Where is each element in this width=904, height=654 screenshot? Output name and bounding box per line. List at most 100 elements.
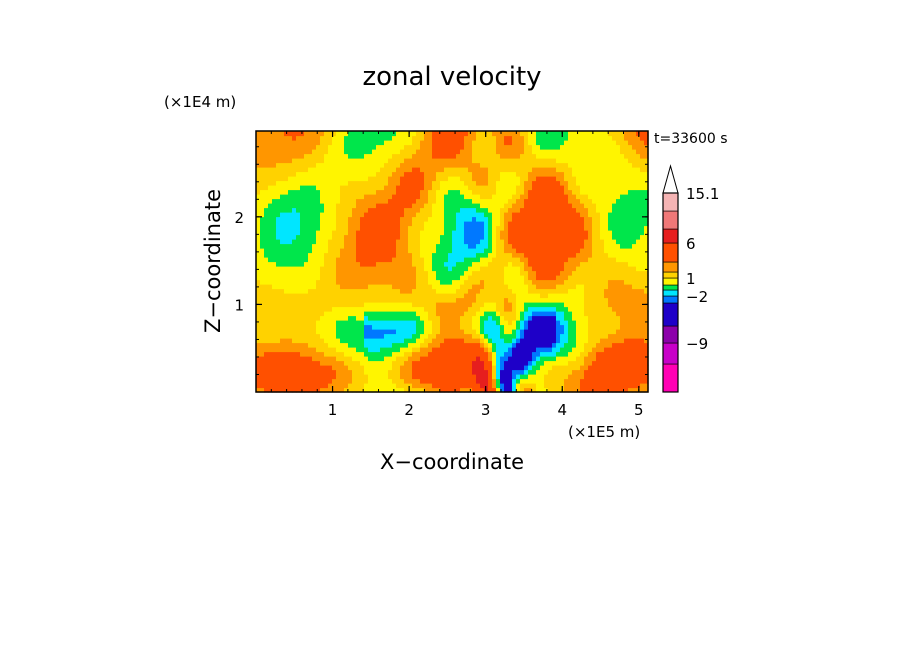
field-cell bbox=[332, 284, 337, 290]
field-cell bbox=[308, 248, 313, 254]
field-cell bbox=[268, 365, 273, 371]
field-cell bbox=[524, 207, 529, 213]
field-cell bbox=[520, 225, 525, 231]
field-cell bbox=[416, 284, 421, 290]
field-cell bbox=[356, 212, 361, 218]
field-cell bbox=[276, 266, 281, 272]
field-cell bbox=[264, 162, 269, 168]
field-cell bbox=[460, 333, 465, 339]
field-cell bbox=[552, 360, 557, 366]
field-cell bbox=[444, 342, 449, 348]
field-cell bbox=[488, 230, 493, 236]
field-cell bbox=[276, 176, 281, 182]
field-cell bbox=[284, 333, 289, 339]
field-cell bbox=[332, 225, 337, 231]
field-cell bbox=[452, 351, 457, 357]
field-cell bbox=[292, 387, 297, 393]
field-cell bbox=[284, 320, 289, 326]
field-cell bbox=[260, 266, 265, 272]
field-cell bbox=[332, 360, 337, 366]
field-cell bbox=[392, 351, 397, 357]
field-cell bbox=[332, 311, 337, 317]
field-cell bbox=[344, 383, 349, 389]
field-cell bbox=[460, 149, 465, 155]
field-cell bbox=[396, 135, 401, 141]
field-cell bbox=[296, 293, 301, 299]
field-cell bbox=[484, 198, 489, 204]
field-cell bbox=[592, 189, 597, 195]
field-cell bbox=[364, 167, 369, 173]
field-cell bbox=[424, 212, 429, 218]
field-cell bbox=[340, 356, 345, 362]
field-cell bbox=[368, 342, 373, 348]
field-cell bbox=[412, 338, 417, 344]
field-cell bbox=[328, 225, 333, 231]
field-cell bbox=[508, 351, 513, 357]
field-cell bbox=[568, 387, 573, 393]
field-cell bbox=[288, 216, 293, 222]
field-cell bbox=[264, 243, 269, 249]
field-cell bbox=[324, 158, 329, 164]
field-cell bbox=[432, 261, 437, 267]
field-cell bbox=[576, 311, 581, 317]
field-cell bbox=[376, 306, 381, 312]
field-cell bbox=[256, 207, 261, 213]
field-cell bbox=[404, 311, 409, 317]
field-cell bbox=[512, 153, 517, 159]
field-cell bbox=[400, 261, 405, 267]
field-cell bbox=[532, 275, 537, 281]
field-cell bbox=[444, 351, 449, 357]
field-cell bbox=[404, 302, 409, 308]
field-cell bbox=[584, 176, 589, 182]
field-cell bbox=[364, 261, 369, 267]
field-cell bbox=[372, 212, 377, 218]
field-cell bbox=[476, 351, 481, 357]
field-cell bbox=[388, 270, 393, 276]
field-cell bbox=[308, 194, 313, 200]
field-cell bbox=[564, 140, 569, 146]
field-cell bbox=[596, 252, 601, 258]
field-cell bbox=[448, 324, 453, 330]
field-cell bbox=[528, 207, 533, 213]
field-cell bbox=[496, 266, 501, 272]
field-cell bbox=[380, 329, 385, 335]
field-cell bbox=[592, 378, 597, 384]
field-cell bbox=[452, 225, 457, 231]
field-cell bbox=[544, 140, 549, 146]
field-cell bbox=[264, 365, 269, 371]
field-cell bbox=[416, 248, 421, 254]
field-cell bbox=[588, 378, 593, 384]
field-cell bbox=[360, 302, 365, 308]
field-cell bbox=[428, 338, 433, 344]
field-cell bbox=[548, 351, 553, 357]
field-cell bbox=[404, 293, 409, 299]
field-cell bbox=[588, 131, 593, 137]
field-cell bbox=[508, 324, 513, 330]
field-cell bbox=[332, 342, 337, 348]
field-cell bbox=[372, 378, 377, 384]
field-cell bbox=[296, 374, 301, 380]
field-cell bbox=[356, 266, 361, 272]
field-cell bbox=[352, 302, 357, 308]
field-cell bbox=[328, 266, 333, 272]
field-cell bbox=[344, 275, 349, 281]
field-cell bbox=[524, 347, 529, 353]
field-cell bbox=[564, 288, 569, 294]
field-cell bbox=[596, 270, 601, 276]
field-cell bbox=[572, 293, 577, 299]
field-cell bbox=[544, 288, 549, 294]
field-cell bbox=[560, 144, 565, 150]
field-cell bbox=[520, 140, 525, 146]
field-cell bbox=[420, 212, 425, 218]
field-cell bbox=[400, 351, 405, 357]
field-cell bbox=[404, 216, 409, 222]
field-cell bbox=[336, 261, 341, 267]
field-cell bbox=[580, 302, 585, 308]
field-cell bbox=[448, 167, 453, 173]
field-cell bbox=[464, 230, 469, 236]
field-cell bbox=[308, 167, 313, 173]
field-cell bbox=[268, 212, 273, 218]
field-cell bbox=[540, 162, 545, 168]
field-cell bbox=[324, 356, 329, 362]
field-cell bbox=[276, 369, 281, 375]
